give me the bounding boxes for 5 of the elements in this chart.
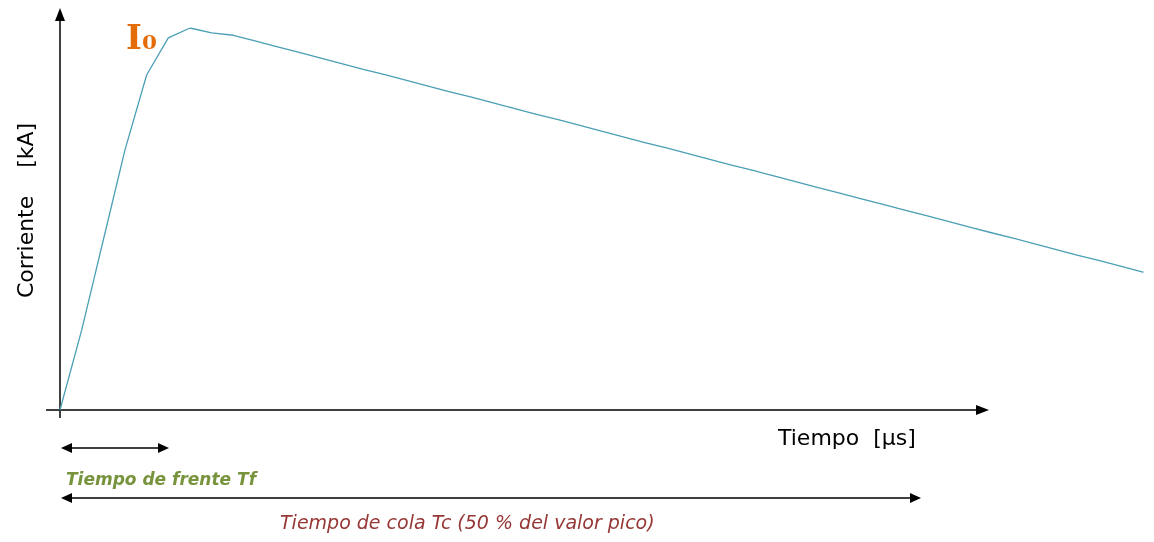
x-axis-title: Tiempo [μs] [777,424,916,450]
annotation: I₀ [126,17,157,57]
text: Tiempo de frente Tf [66,468,259,489]
y-axis-title: Corriente [kA] [12,122,38,298]
text: Tiempo de cola Tc (50 % del valor pico) [280,510,655,533]
